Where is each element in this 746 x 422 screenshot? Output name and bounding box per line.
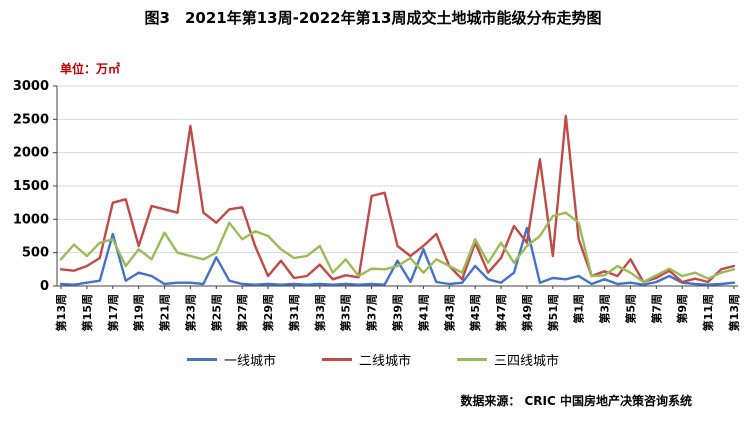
y-tick-label: 3000: [13, 79, 49, 94]
y-tick-label: 500: [22, 246, 49, 261]
x-tick-label: 第17周: [106, 294, 120, 331]
x-tick-label: 第25周: [209, 294, 223, 331]
series-line-1: [59, 114, 736, 284]
legend: 一线城市 二线城市 三四线城市: [0, 350, 746, 369]
x-tick-label: 第23周: [183, 294, 197, 331]
x-tick-label: 第31周: [287, 294, 301, 331]
tier3-line-marker: [457, 358, 487, 361]
x-tick-label: 第33周: [313, 294, 327, 331]
y-tick-label: 0: [40, 279, 49, 294]
x-tick-label: 第29周: [261, 294, 275, 331]
x-tick-label: 第43周: [442, 294, 456, 331]
x-tick-label: 第45周: [468, 294, 482, 331]
x-tick-label: 第13周: [54, 294, 68, 331]
x-tick-label: 第5周: [623, 294, 637, 324]
x-tick-label: 第1周: [572, 294, 586, 324]
x-tick-label: 第49周: [520, 294, 534, 331]
legend-label-tier3: 三四线城市: [494, 354, 560, 369]
x-tick-label: 第7周: [649, 294, 663, 324]
x-tick-label: 第11周: [701, 294, 715, 331]
y-tick-label: 1500: [13, 179, 49, 194]
legend-item-tier3: 三四线城市: [457, 350, 559, 369]
x-tick-label: 第21周: [158, 294, 172, 331]
x-tick-label: 第35周: [339, 294, 353, 331]
tier1-line-marker: [186, 358, 217, 361]
legend-label-tier2: 二线城市: [358, 354, 411, 369]
x-tick-label: 第51周: [546, 294, 560, 331]
x-tick-label: 第15周: [80, 294, 94, 331]
series-line-2: [59, 211, 736, 284]
y-tick-label: 2000: [13, 146, 49, 161]
x-tick-label: 第41周: [416, 294, 430, 331]
x-tick-label: 第27周: [235, 294, 249, 331]
unit-label: 单位：万㎡: [60, 62, 121, 76]
tier2-line-marker: [321, 358, 352, 361]
series-line-0: [59, 226, 736, 286]
data-source: 数据来源： CRIC 中国房地产决策咨询系统: [460, 394, 692, 408]
legend-item-tier2: 二线城市: [321, 350, 411, 369]
x-tick-label: 第19周: [132, 294, 146, 331]
x-tick-label: 第39周: [391, 294, 405, 331]
chart-title: 图3 2021年第13周-2022年第13周成交土地城市能级分布走势图: [144, 9, 602, 27]
x-tick-label: 第47周: [494, 294, 508, 331]
legend-item-tier1: 一线城市: [186, 350, 276, 369]
y-tick-label: 2500: [13, 112, 49, 127]
x-tick-label: 第13周: [727, 294, 741, 331]
x-tick-label: 第3周: [598, 294, 612, 324]
y-tick-label: 1000: [13, 212, 49, 227]
legend-label-tier1: 一线城市: [223, 354, 276, 369]
x-tick-label: 第37周: [365, 294, 379, 331]
x-tick-label: 第9周: [675, 294, 689, 324]
